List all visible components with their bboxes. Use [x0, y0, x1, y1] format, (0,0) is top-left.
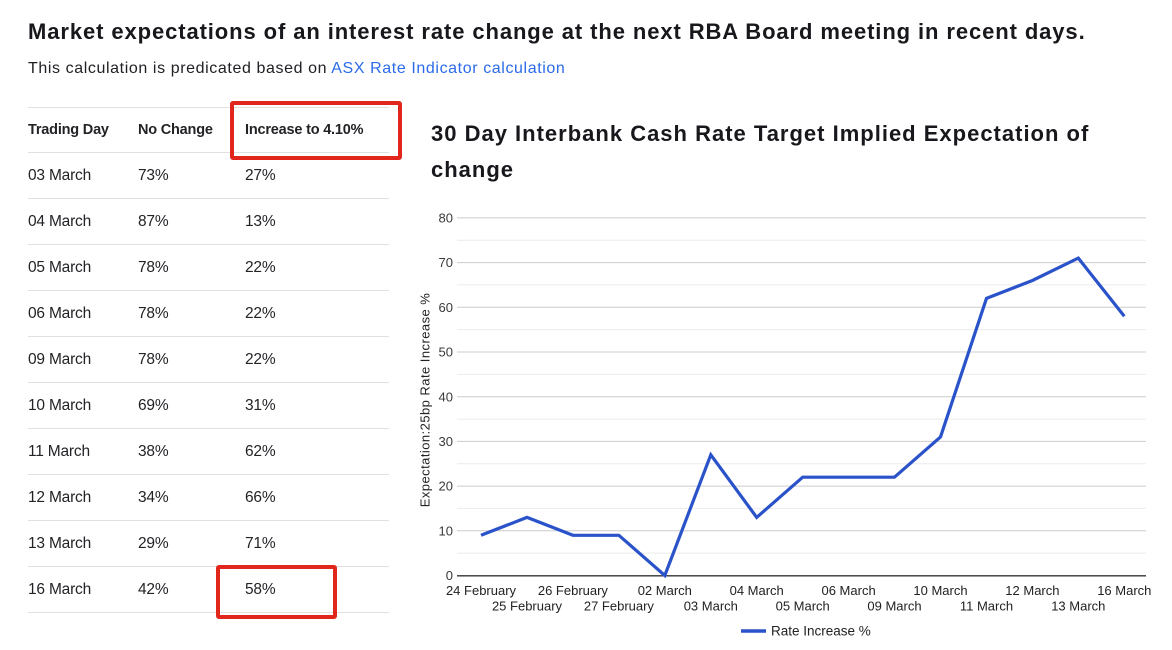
svg-text:70: 70	[439, 255, 453, 270]
svg-text:10 March: 10 March	[913, 583, 967, 598]
svg-text:Expectation:25bp Rate Increase: Expectation:25bp Rate Increase %	[420, 293, 433, 508]
svg-text:50: 50	[439, 345, 453, 360]
svg-text:12 March: 12 March	[1005, 583, 1059, 598]
svg-text:03 March: 03 March	[684, 599, 738, 614]
svg-text:25 February: 25 February	[492, 599, 563, 614]
svg-text:10: 10	[439, 523, 453, 538]
svg-text:26 February: 26 February	[538, 583, 609, 598]
svg-text:60: 60	[439, 300, 453, 315]
svg-text:80: 80	[439, 211, 453, 226]
svg-text:Rate Increase %: Rate Increase %	[771, 624, 871, 639]
svg-text:24 February: 24 February	[446, 583, 517, 598]
svg-text:06 March: 06 March	[821, 583, 875, 598]
svg-text:11 March: 11 March	[960, 599, 1013, 614]
svg-text:0: 0	[446, 568, 453, 583]
svg-text:20: 20	[439, 479, 453, 494]
svg-text:27 February: 27 February	[584, 599, 655, 614]
svg-text:09 March: 09 March	[867, 599, 921, 614]
svg-text:04 March: 04 March	[730, 583, 784, 598]
svg-text:02 March: 02 March	[638, 583, 692, 598]
svg-text:05 March: 05 March	[776, 599, 830, 614]
svg-text:16 March: 16 March	[1097, 583, 1151, 598]
svg-text:30: 30	[439, 434, 453, 449]
svg-text:40: 40	[439, 389, 453, 404]
svg-text:13 March: 13 March	[1051, 599, 1105, 614]
